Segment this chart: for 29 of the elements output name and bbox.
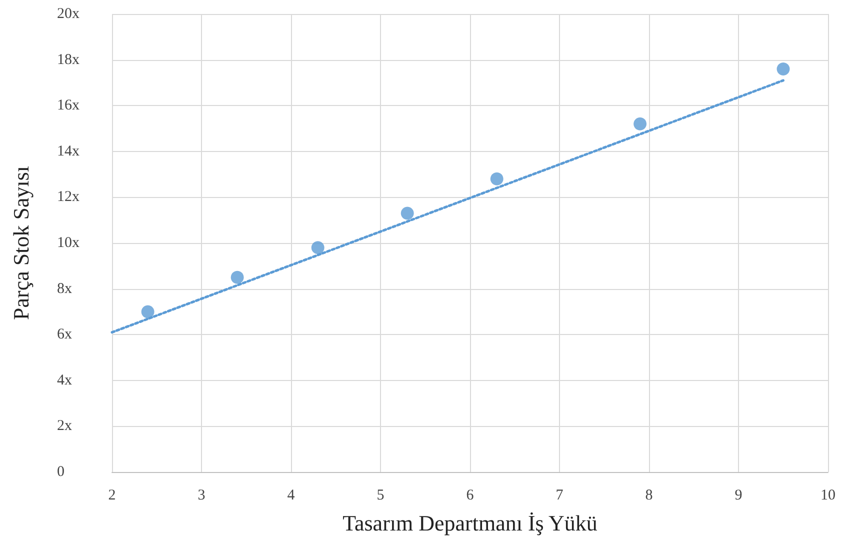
point	[230, 270, 244, 284]
y-axis-title: Parça Stok Sayısı	[8, 166, 34, 320]
y-tick-label: 16x	[57, 98, 80, 114]
y-tick-label: 8x	[57, 280, 72, 297]
point	[400, 206, 414, 220]
x-axis-title: Tasarım Departmanı İş Yükü	[342, 510, 598, 536]
x-tick-label: 8	[645, 488, 653, 504]
y-tick-label: 12x	[57, 189, 80, 206]
y-tick-label: 2x	[57, 418, 72, 434]
x-tick-label: 6	[466, 488, 474, 504]
y-tick-label: 4x	[57, 372, 72, 388]
point	[490, 172, 504, 186]
y-tick-label: 14x	[57, 143, 80, 160]
y-tick-label: 0	[57, 464, 64, 480]
y-tick-label: 10x	[57, 235, 80, 251]
y-tick-label: 18x	[57, 52, 80, 68]
x-tick-label: 7	[556, 488, 564, 504]
y-tick-label: 20x	[57, 6, 80, 22]
point	[776, 62, 790, 76]
point	[634, 117, 647, 130]
point	[311, 241, 324, 254]
x-tick-label: 2	[108, 488, 116, 504]
x-tick-label: 4	[287, 488, 296, 504]
x-tick-label: 9	[734, 488, 742, 504]
x-tick-label: 10	[820, 488, 836, 504]
point	[141, 305, 154, 318]
x-tick-label: 5	[376, 488, 384, 504]
x-tick-label: 3	[198, 488, 206, 504]
y-tick-label: 6x	[57, 326, 72, 343]
